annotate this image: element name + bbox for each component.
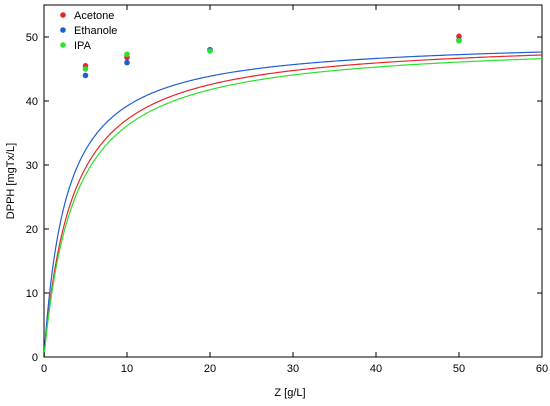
y-tick-label: 40 <box>26 96 38 108</box>
legend-label-ipa: IPA <box>74 40 92 52</box>
y-axis-title: DPPH [mgTx/L] <box>5 143 17 219</box>
x-tick-label: 50 <box>453 363 465 375</box>
fit-curve-ipa <box>43 58 543 358</box>
data-points <box>82 33 462 79</box>
x-axis-title: Z [g/L] <box>274 387 305 399</box>
y-tick-label: 0 <box>32 352 38 364</box>
x-tick-label: 0 <box>41 363 47 375</box>
x-axis: 0 10 20 30 40 50 60 <box>41 5 548 375</box>
legend-marker-acetone <box>60 12 66 18</box>
legend-marker-ethanole <box>60 27 66 33</box>
y-tick-label: 30 <box>26 160 38 172</box>
x-tick-label: 10 <box>121 363 133 375</box>
fit-curve-acetone <box>43 54 543 358</box>
legend: Acetone Ethanole IPA <box>60 10 117 52</box>
data-point-ipa <box>124 51 130 58</box>
legend-label-acetone: Acetone <box>74 10 114 22</box>
data-point-ipa <box>82 66 89 72</box>
legend-marker-ipa <box>60 42 66 48</box>
x-tick-label: 20 <box>204 363 216 375</box>
fit-curve-ethanole <box>43 51 543 358</box>
fit-curves <box>43 51 543 358</box>
data-point-ethanole <box>124 59 130 66</box>
y-axis: 0 10 20 30 40 50 <box>26 32 542 364</box>
x-tick-label: 60 <box>536 363 548 375</box>
data-point-ipa <box>207 48 213 54</box>
legend-label-ethanole: Ethanole <box>74 25 117 37</box>
y-tick-label: 50 <box>26 32 38 44</box>
data-point-acetone <box>456 33 462 40</box>
y-tick-label: 10 <box>26 288 38 300</box>
data-point-ipa <box>456 38 462 44</box>
x-tick-label: 30 <box>287 363 299 375</box>
y-tick-label: 20 <box>26 224 38 236</box>
data-point-ethanole <box>82 72 89 79</box>
x-tick-label: 40 <box>370 363 382 375</box>
